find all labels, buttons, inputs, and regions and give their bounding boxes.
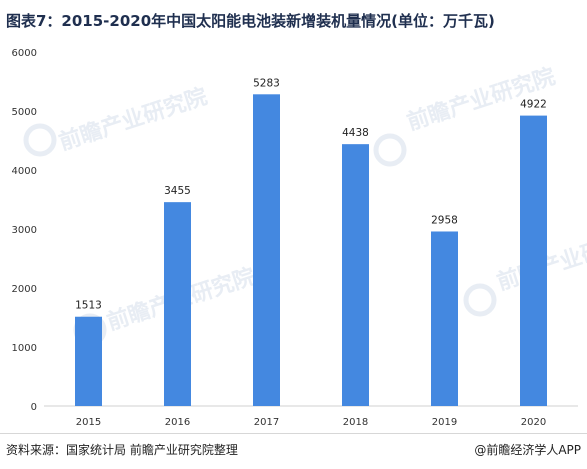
watermark-logo-icon <box>463 283 497 317</box>
y-tick-label: 1000 <box>12 343 37 354</box>
bar-2016 <box>164 202 191 406</box>
x-tick-label: 2017 <box>254 417 279 428</box>
y-tick-label: 0 <box>31 402 37 413</box>
y-tick-label: 4000 <box>12 166 37 177</box>
watermark-group: 前瞻产业研究院 前瞻产业研究院 前瞻产业研究院 前瞻产业研究院 <box>23 63 587 347</box>
x-tick-label: 2020 <box>521 417 546 428</box>
y-tick-label: 2000 <box>12 284 37 295</box>
x-axis: 2015 2016 2017 2018 2019 2020 <box>76 417 546 428</box>
data-label-2017: 5283 <box>253 77 280 89</box>
y-tick-label: 3000 <box>12 225 37 236</box>
watermark-text: 前瞻产业研究院 <box>56 83 211 155</box>
watermark-logo-icon <box>23 123 57 157</box>
footer-divider <box>0 433 587 434</box>
data-label-2015: 1513 <box>75 300 102 312</box>
x-tick-label: 2015 <box>76 417 101 428</box>
bar-2015 <box>75 316 102 406</box>
source-note: 资料来源：国家统计局 前瞻产业研究院整理 <box>6 443 238 457</box>
bar-chart: 前瞻产业研究院 前瞻产业研究院 前瞻产业研究院 前瞻产业研究院 0 1000 200… <box>12 48 587 428</box>
bars-group: 1513 3455 5283 4438 2958 4922 <box>75 77 547 407</box>
bar-2018 <box>342 144 369 406</box>
data-label-2018: 4438 <box>342 127 369 139</box>
y-tick-label: 6000 <box>12 48 37 59</box>
data-label-2020: 4922 <box>520 99 547 111</box>
y-axis: 0 1000 2000 3000 4000 5000 6000 <box>12 48 37 413</box>
x-tick-label: 2018 <box>343 417 368 428</box>
x-tick-label: 2019 <box>432 417 457 428</box>
y-tick-label: 5000 <box>12 107 37 118</box>
data-label-2019: 2958 <box>431 214 458 226</box>
watermark-logo-icon <box>373 133 407 167</box>
data-label-2016: 3455 <box>164 185 191 197</box>
bar-2017 <box>253 94 280 406</box>
x-tick-label: 2016 <box>165 417 190 428</box>
brand-credit: @前瞻经济学人APP <box>474 443 581 457</box>
bar-2019 <box>431 231 458 406</box>
bar-2020 <box>520 115 547 407</box>
chart-title: 图表7：2015-2020年中国太阳能电池装新增装机量情况(单位：万千瓦) <box>6 12 495 30</box>
